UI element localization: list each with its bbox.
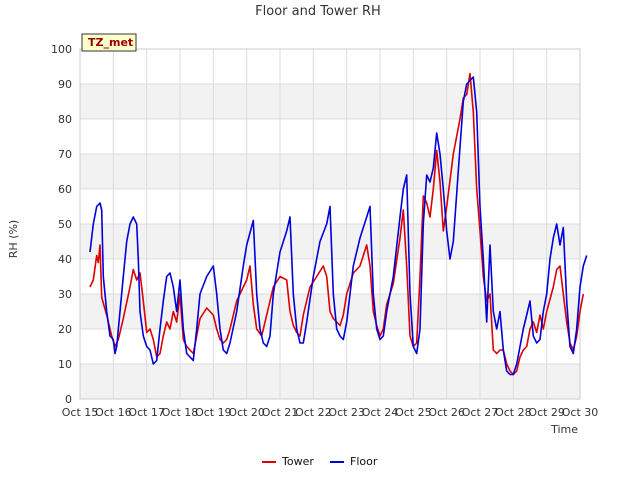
x-tick-label: Oct 20 — [228, 406, 265, 419]
x-tick-label: Oct 15 — [62, 406, 99, 419]
site-badge-label: TZ_met — [88, 36, 133, 49]
y-tick-label: 100 — [51, 43, 72, 56]
x-tick-label: Oct 24 — [362, 406, 399, 419]
background-band — [80, 364, 580, 399]
y-axis-label: RH (%) — [7, 220, 20, 258]
y-tick-label: 30 — [58, 288, 72, 301]
y-tick-label: 50 — [58, 218, 72, 231]
x-tick-label: Oct 19 — [195, 406, 232, 419]
plot-frame — [79, 48, 581, 400]
legend-label-floor: Floor — [350, 455, 378, 468]
series-line-tower — [89, 72, 585, 376]
y-axis-ticks: 0 10 20 30 40 50 60 70 80 90 100 — [51, 43, 72, 406]
chart-title: Floor and Tower RH — [255, 4, 381, 19]
x-tick-label: Oct 23 — [328, 406, 365, 419]
x-tick-label: Oct 29 — [528, 406, 565, 419]
gridlines — [79, 48, 581, 400]
background-band — [80, 154, 580, 189]
y-tick-label: 80 — [58, 113, 72, 126]
y-tick-label: 20 — [58, 323, 72, 336]
x-tick-label: Oct 21 — [262, 406, 299, 419]
x-tick-label: Oct 28 — [495, 406, 532, 419]
y-tick-label: 40 — [58, 253, 72, 266]
x-tick-label: Oct 26 — [428, 406, 465, 419]
y-tick-label: 60 — [58, 183, 72, 196]
background-band — [80, 84, 580, 119]
x-tick-label: Oct 27 — [462, 406, 499, 419]
y-tick-label: 0 — [65, 393, 72, 406]
background-band — [80, 224, 580, 259]
x-tick-label: Oct 22 — [295, 406, 332, 419]
x-axis-label: Time — [550, 423, 578, 436]
x-tick-label: Oct 17 — [128, 406, 165, 419]
y-tick-label: 70 — [58, 148, 72, 161]
legend: Tower Floor — [262, 455, 378, 468]
legend-label-tower: Tower — [281, 455, 314, 468]
x-tick-label: Oct 16 — [95, 406, 132, 419]
site-badge: TZ_met — [81, 33, 137, 52]
y-tick-label: 90 — [58, 78, 72, 91]
x-tick-label: Oct 18 — [162, 406, 199, 419]
x-tick-label: Oct 25 — [395, 406, 432, 419]
x-tick-label: Oct 30 — [562, 406, 599, 419]
y-tick-label: 10 — [58, 358, 72, 371]
series-layer — [89, 72, 588, 376]
series-line-floor — [89, 76, 588, 376]
